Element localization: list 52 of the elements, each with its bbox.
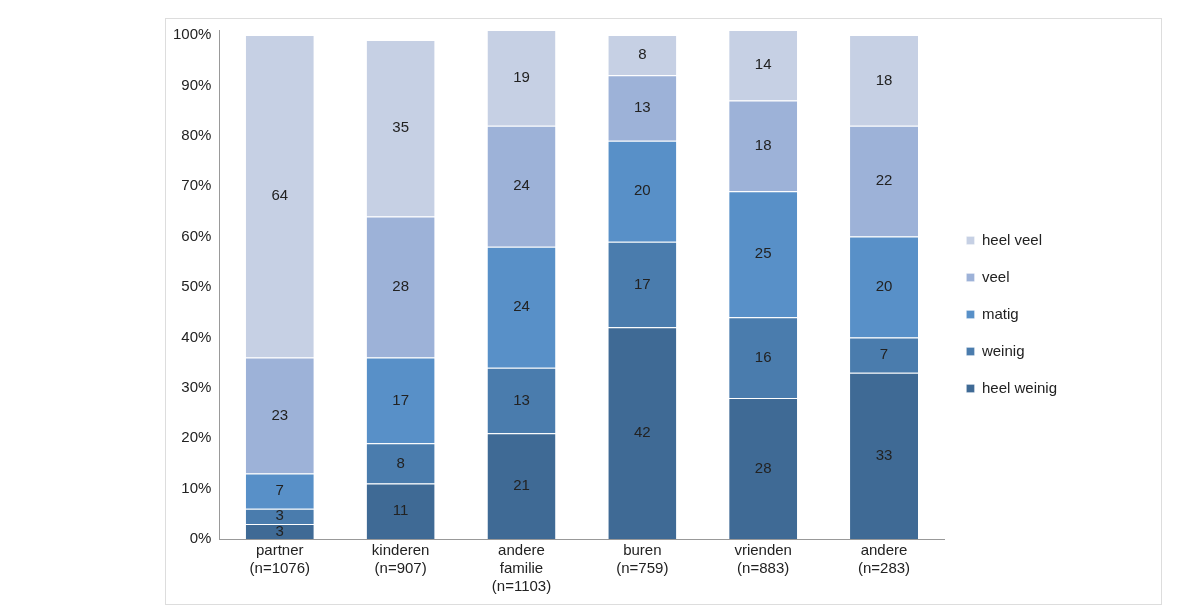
data-label: 22 [875, 171, 893, 189]
data-label: 3 [275, 521, 284, 539]
data-label: 16 [754, 347, 772, 365]
y-tick-label: 0% [189, 529, 212, 547]
x-tick-label: buren (n=759) [616, 541, 669, 577]
data-label: 13 [513, 390, 530, 408]
data-label: 18 [754, 136, 772, 154]
x-tick-label: partner (n=1076) [249, 541, 311, 577]
data-label: 17 [392, 390, 409, 408]
y-tick-label: 60% [181, 226, 212, 244]
data-label: 33 [875, 445, 893, 463]
data-label: 64 [271, 186, 289, 204]
y-tick-label: 50% [181, 277, 212, 295]
data-label: 24 [513, 176, 530, 194]
data-label: 7 [275, 481, 284, 499]
y-tick-label: 20% [181, 428, 212, 446]
x-tick-label: andere familie (n=1103) [491, 541, 552, 595]
data-label: 17 [633, 274, 651, 292]
legend-label: veel [981, 267, 1010, 285]
x-tick-label: kinderen (n=907) [371, 541, 430, 577]
data-label: 20 [875, 277, 893, 295]
data-label: 28 [392, 277, 409, 295]
y-tick-label: 10% [181, 478, 212, 496]
data-label: 18 [875, 70, 893, 88]
x-tick-label: vrienden (n=883) [734, 541, 792, 577]
data-label: 8 [638, 45, 647, 63]
legend-label: heel veel [981, 230, 1042, 248]
data-label: 24 [513, 297, 530, 315]
data-label: 8 [396, 453, 405, 471]
legend-label: weinig [980, 341, 1025, 359]
data-label: 28 [754, 458, 772, 476]
y-tick-label: 80% [181, 125, 212, 143]
data-label: 42 [633, 423, 651, 441]
x-tick-label: andere (n=283) [857, 541, 911, 577]
data-label: 35 [392, 118, 409, 136]
data-label: 21 [513, 476, 530, 494]
data-label: 13 [633, 98, 651, 116]
data-label: 23 [271, 405, 289, 423]
data-label: 3 [275, 506, 284, 524]
data-label: 25 [754, 244, 772, 262]
y-tick-label: 30% [181, 377, 212, 395]
y-tick-label: 70% [181, 176, 212, 194]
legend-label: matig [981, 304, 1019, 322]
data-label: 14 [754, 55, 772, 73]
data-label: 19 [513, 68, 530, 86]
y-tick-label: 90% [181, 75, 212, 93]
y-tick-label: 40% [181, 327, 212, 345]
data-label: 20 [633, 181, 651, 199]
data-label: 7 [879, 345, 889, 363]
data-label: 11 [392, 501, 409, 519]
y-tick-label: 100% [172, 25, 212, 43]
legend-label: heel weinig [981, 378, 1058, 396]
